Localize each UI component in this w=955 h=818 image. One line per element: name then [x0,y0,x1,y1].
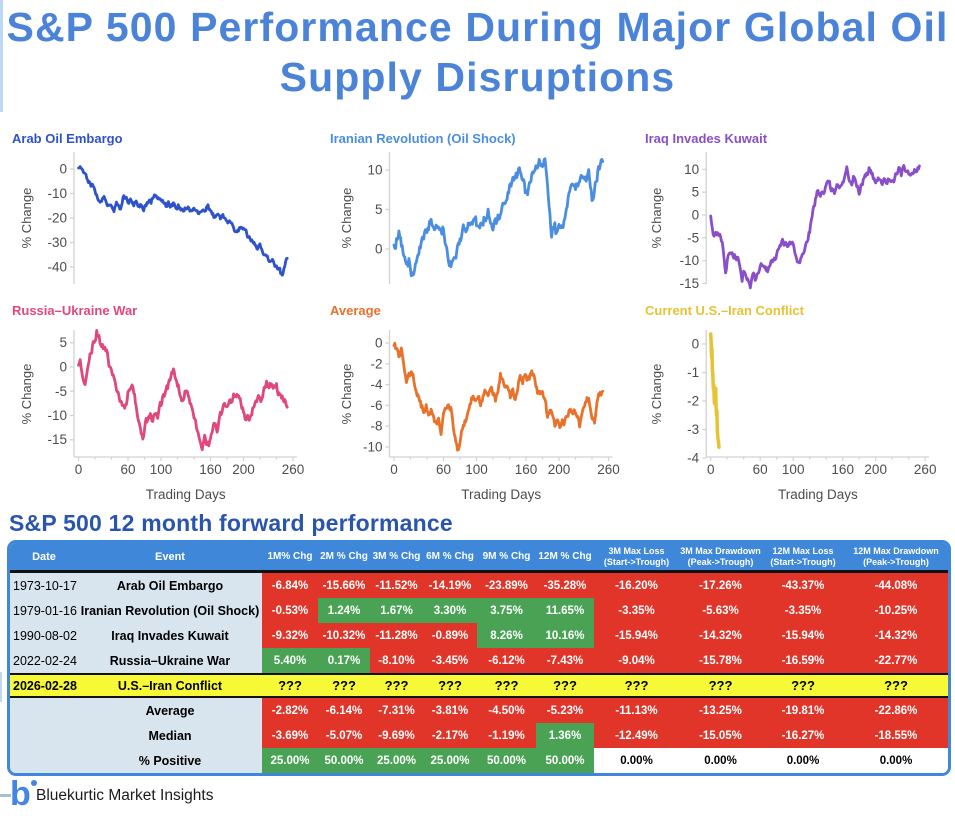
svg-text:-10: -10 [680,253,700,268]
svg-text:% Change: % Change [19,188,34,249]
svg-text:-30: -30 [47,235,67,250]
svg-text:-4: -4 [370,377,382,392]
svg-text:-10: -10 [47,408,67,423]
svg-text:5: 5 [692,185,700,200]
svg-text:-8: -8 [370,419,382,434]
svg-text:200: 200 [232,462,255,477]
svg-text:Average: Average [330,303,381,318]
svg-text:-10: -10 [363,440,383,455]
svg-text:-5: -5 [687,230,699,245]
svg-text:-2: -2 [370,356,382,371]
svg-text:60: 60 [753,462,768,477]
svg-text:Iranian Revolution (Oil Shock): Iranian Revolution (Oil Shock) [330,131,516,146]
svg-text:0: 0 [375,336,383,351]
svg-text:% Change: % Change [649,364,664,425]
svg-text:-2: -2 [687,394,699,409]
svg-text:5: 5 [59,335,67,350]
svg-text:Trading Days: Trading Days [146,487,226,502]
svg-text:0: 0 [390,462,398,477]
svg-text:160: 160 [199,462,222,477]
svg-text:200: 200 [548,462,571,477]
svg-text:Iraq Invades Kuwait: Iraq Invades Kuwait [645,131,768,146]
svg-text:0: 0 [707,462,715,477]
svg-text:60: 60 [120,462,135,477]
svg-text:-3: -3 [687,422,699,437]
svg-text:200: 200 [864,462,887,477]
svg-text:-5: -5 [55,384,67,399]
svg-text:60: 60 [436,462,451,477]
svg-text:% Change: % Change [649,188,664,249]
svg-text:10: 10 [684,162,699,177]
svg-text:% Change: % Change [19,364,34,425]
svg-text:Current U.S.–Iran Conflict: Current U.S.–Iran Conflict [645,303,805,318]
svg-text:-40: -40 [47,260,67,275]
svg-text:-20: -20 [47,211,67,226]
svg-text:160: 160 [515,462,538,477]
svg-text:100: 100 [150,462,173,477]
svg-text:0: 0 [692,337,700,352]
svg-text:Arab Oil Embargo: Arab Oil Embargo [12,131,123,146]
svg-text:5: 5 [375,202,383,217]
svg-text:0: 0 [59,360,67,375]
svg-text:-15: -15 [680,276,700,291]
svg-text:-6: -6 [370,398,382,413]
svg-text:0: 0 [692,208,700,223]
svg-text:0: 0 [75,462,83,477]
svg-text:b: b [10,776,31,808]
svg-text:-4: -4 [687,451,699,466]
svg-text:-10: -10 [47,186,67,201]
svg-text:260: 260 [914,462,937,477]
svg-text:% Change: % Change [339,364,354,425]
svg-text:260: 260 [597,462,620,477]
svg-text:% Change: % Change [339,188,354,249]
svg-text:Trading Days: Trading Days [461,487,541,502]
svg-text:100: 100 [782,462,805,477]
svg-text:100: 100 [465,462,488,477]
svg-text:Trading Days: Trading Days [778,487,858,502]
svg-text:0: 0 [375,242,383,257]
svg-text:0: 0 [59,162,67,177]
svg-text:160: 160 [831,462,854,477]
svg-text:-1: -1 [687,365,699,380]
svg-text:10: 10 [367,163,382,178]
svg-text:Russia–Ukraine War: Russia–Ukraine War [12,303,137,318]
svg-text:-15: -15 [47,432,67,447]
svg-text:260: 260 [282,462,305,477]
